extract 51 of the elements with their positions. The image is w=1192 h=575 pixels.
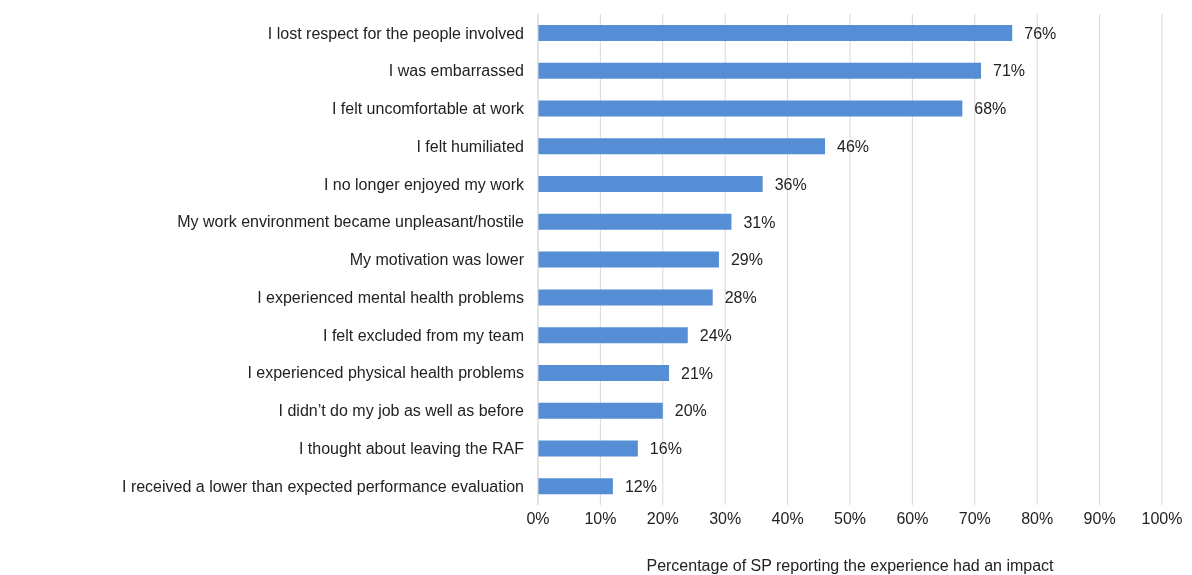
bar [538, 327, 688, 344]
bar [538, 364, 670, 381]
data-label: 28% [724, 289, 757, 307]
x-tick-label: 80% [1021, 510, 1054, 528]
y-tick-label: I thought about leaving the RAF [298, 440, 525, 458]
x-tick-label: 0% [526, 510, 550, 528]
bar [538, 62, 982, 79]
bar [538, 251, 719, 268]
bar [538, 176, 763, 193]
y-tick-label: I lost respect for the people involved [267, 24, 524, 42]
y-tick-label: My motivation was lower [349, 251, 525, 269]
y-tick-label: My work environment became unpleasant/hostile [177, 213, 525, 231]
x-tick-label: 70% [958, 510, 991, 528]
y-tick-label: I felt humiliated [416, 137, 524, 155]
y-tick-label: I didn’t do my job as well as before [278, 402, 525, 420]
x-tick-label: 10% [584, 510, 617, 528]
bar [538, 100, 963, 117]
data-label: 71% [993, 62, 1026, 80]
y-tick-label: I experienced physical health problems [247, 364, 524, 382]
x-tick-label: 40% [771, 510, 804, 528]
bar [538, 138, 826, 155]
bar [538, 402, 663, 419]
x-tick-label: 30% [709, 510, 742, 528]
y-tick-label: I was embarrassed [388, 62, 524, 80]
bar [538, 25, 1013, 41]
y-tick-label: I received a lower than expected performance evaluation [121, 477, 524, 495]
data-label: 46% [837, 137, 870, 155]
y-tick-label: I experienced mental health problems [257, 288, 524, 306]
bar [538, 289, 713, 306]
y-tick-label: I felt excluded from my team [323, 326, 524, 344]
bar [538, 213, 732, 230]
x-tick-label: 90% [1083, 510, 1116, 528]
bar [538, 478, 613, 495]
y-tick-label: I felt uncomfortable at work [331, 100, 525, 118]
data-label: 36% [774, 175, 807, 193]
data-label: 20% [674, 402, 707, 420]
data-label: 29% [730, 251, 763, 269]
x-axis-title: Percentage of SP reporting the experience had an impact [646, 557, 1055, 574]
x-tick-label: 100% [1141, 510, 1183, 528]
data-label: 16% [649, 440, 682, 458]
x-tick-label: 60% [896, 510, 929, 528]
data-label: 12% [624, 477, 657, 495]
data-label: 31% [743, 213, 776, 231]
x-tick-label: 20% [646, 510, 679, 528]
data-label: 24% [699, 326, 732, 344]
data-label: 76% [1024, 24, 1057, 42]
bar [538, 440, 638, 457]
x-tick-label: 50% [833, 510, 867, 528]
data-label: 21% [681, 364, 714, 382]
y-tick-label: I no longer enjoyed my work [323, 175, 525, 193]
data-label: 68% [974, 100, 1007, 118]
